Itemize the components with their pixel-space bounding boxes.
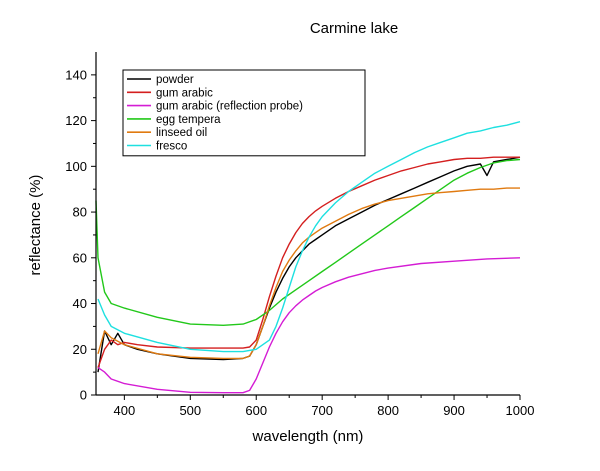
x-tick-label: 500: [179, 403, 201, 418]
series-line-5: [97, 121, 521, 353]
series-line-1: [97, 156, 520, 368]
x-axis-title: wavelength (nm): [252, 428, 364, 445]
x-tick-label: 700: [311, 403, 333, 418]
x-tick-label: 900: [443, 403, 465, 418]
legend-label-5: fresco: [156, 141, 187, 153]
y-tick-label: 100: [65, 159, 87, 174]
y-tick-label: 0: [80, 388, 87, 403]
legend-label-4: linseed oil: [156, 127, 207, 139]
y-axis-title: reflectance (%): [27, 175, 44, 276]
y-tick-label: 120: [65, 113, 87, 128]
series-line-0: [97, 156, 521, 373]
legend-label-2: gum arabic (reflection probe): [156, 101, 303, 113]
y-tick-label: 80: [73, 205, 87, 220]
series-line-2: [97, 257, 521, 394]
y-tick-label: 40: [73, 296, 87, 311]
chart-title: Carmine lake: [310, 20, 398, 37]
y-tick-label: 140: [65, 67, 87, 82]
y-tick-label: 20: [73, 342, 87, 357]
x-tick-label: 400: [114, 403, 136, 418]
plot-area: [95, 121, 521, 394]
series-line-3: [95, 158, 521, 326]
x-tick-label: 1000: [506, 403, 535, 418]
legend-label-0: powder: [156, 74, 194, 86]
axes: 400 500 600 700 800 900 1000 0 20 40 60 80 100 120 140: [65, 52, 534, 418]
x-tick-label: 600: [245, 403, 267, 418]
legend-label-1: gum arabic: [156, 87, 213, 99]
series-line-4: [97, 187, 520, 360]
legend-box: [122, 69, 366, 157]
legend-label-3: egg tempera: [156, 114, 221, 126]
y-tick-label: 60: [73, 250, 87, 265]
x-tick-label: 800: [377, 403, 399, 418]
